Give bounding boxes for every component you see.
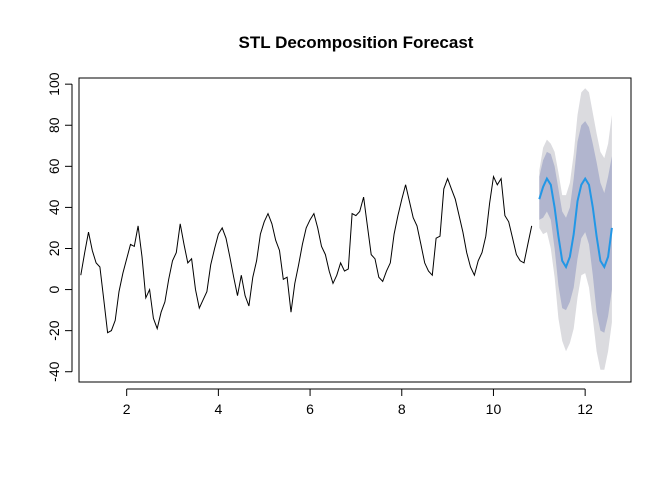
y-tick-label: 60 — [46, 158, 62, 174]
forecast-line — [538, 176, 613, 270]
y-tick-label: 100 — [46, 72, 62, 96]
band-80 — [539, 121, 612, 333]
y-tick-label: 80 — [46, 117, 62, 133]
y-tick-label: 0 — [46, 285, 62, 293]
history-line — [80, 174, 533, 334]
x-tick-label: 8 — [398, 401, 406, 417]
prediction-intervals — [539, 88, 612, 370]
x-tick-label: 6 — [306, 401, 314, 417]
series-lines — [80, 174, 613, 334]
plot-frame — [78, 77, 632, 383]
x-tick-label: 4 — [214, 401, 222, 417]
axes: 2 4 6 8 10 12 -40 -20 0 20 40 60 80 100 — [46, 72, 632, 417]
chart-title: STL Decomposition Forecast — [239, 33, 474, 52]
x-tick-label: 2 — [123, 401, 131, 417]
y-tick-label: -40 — [46, 361, 62, 381]
x-tick-label: 12 — [577, 401, 593, 417]
y-tick-label: 40 — [46, 199, 62, 215]
y-tick-label: -20 — [46, 320, 62, 340]
y-tick-label: 20 — [46, 240, 62, 256]
x-tick-label: 10 — [486, 401, 502, 417]
